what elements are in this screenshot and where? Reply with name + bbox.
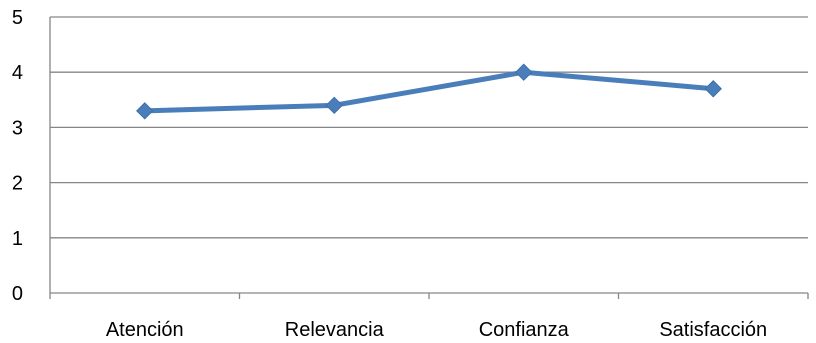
data-point-satisfacción	[704, 80, 722, 98]
x-axis	[49, 292, 809, 299]
y-tick-label: 4	[12, 62, 23, 84]
x-category-label: Relevancia	[285, 319, 385, 341]
series-group	[136, 63, 722, 120]
series-line	[142, 69, 716, 114]
y-tick-label: 0	[12, 283, 23, 305]
data-point-confianza	[515, 63, 533, 81]
data-point-relevancia	[325, 96, 343, 115]
gridlines	[49, 16, 808, 293]
y-tick-label: 5	[12, 7, 23, 29]
y-axis-tick-labels: 0 1 2 3 4 5	[12, 7, 23, 305]
x-category-label: Satisfacción	[659, 319, 767, 341]
x-axis-category-labels: Atención Relevancia Confianza Satisfacción	[106, 319, 767, 341]
data-point-atención	[136, 102, 154, 120]
y-tick-label: 3	[12, 117, 23, 139]
y-tick-label: 1	[12, 228, 23, 250]
x-category-label: Atención	[106, 319, 184, 341]
x-category-label: Confianza	[479, 319, 570, 341]
y-tick-label: 2	[12, 173, 23, 195]
